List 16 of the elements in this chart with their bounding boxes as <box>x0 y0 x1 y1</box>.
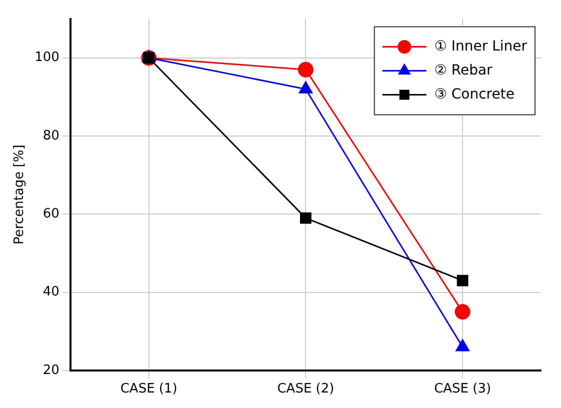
y-tick-label: 100 <box>34 50 60 66</box>
y-axis-title: Percentage [%] <box>12 144 28 244</box>
point <box>300 212 312 224</box>
legend-label: ① Inner Liner <box>434 38 528 54</box>
legend-label: ② Rebar <box>434 62 493 78</box>
point <box>298 62 314 78</box>
y-tick-label: 80 <box>42 128 60 144</box>
y-tick-label: 20 <box>42 362 60 378</box>
x-tick-label: CASE (1) <box>120 382 178 397</box>
point <box>456 274 468 286</box>
point <box>454 304 470 320</box>
y-tick-label: 40 <box>42 284 60 300</box>
legend-label: ③ Concrete <box>434 86 514 102</box>
y-tick-label: 60 <box>42 206 60 222</box>
x-tick-label: CASE (3) <box>434 382 492 397</box>
x-tick-label: CASE (2) <box>277 382 334 397</box>
